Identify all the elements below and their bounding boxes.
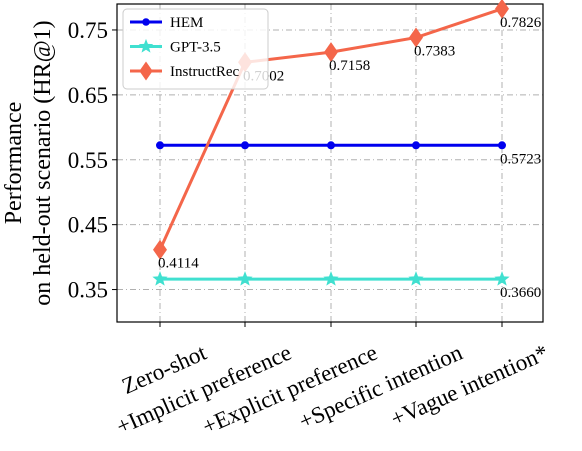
data-label: 0.5723 [500,151,541,167]
star-marker [237,271,253,286]
y-axis-label-line2: on held-out scenario (HR@1) [30,20,56,305]
legend-label: GPT-3.5 [170,40,221,56]
y-tick-label: 0.75 [68,18,108,43]
diamond-marker [409,27,423,48]
star-marker [494,271,510,286]
circle-marker [412,141,420,150]
circle-marker [327,141,335,150]
y-tick-label: 0.45 [68,213,108,238]
star-marker [152,271,168,286]
circle-marker [156,141,164,150]
star-marker [408,271,424,286]
y-axis-label-line1: Performance [1,102,27,225]
legend-label: HEM [170,15,203,31]
y-tick-label: 0.55 [68,148,108,173]
series-lines [152,0,510,286]
y-tick-label: 0.65 [68,83,108,108]
diamond-marker [495,0,509,19]
diamond-marker [324,42,338,63]
legend: HEM GPT-3.5 InstructRec [122,8,269,90]
circle-marker [142,18,150,26]
plot-frame [116,3,544,323]
star-marker [323,271,339,286]
circle-marker [498,141,506,150]
legend-label: InstructRec [170,64,239,80]
data-label: 0.7826 [500,15,542,31]
data-label: 0.4114 [158,256,199,272]
y-tick-label: 0.35 [68,278,108,303]
y-axis-ticks: 0.35 0.45 0.55 0.65 0.75 [68,18,117,303]
diamond-marker [153,239,167,260]
data-label: 0.7158 [329,58,370,74]
data-label: 0.3660 [500,285,541,301]
data-label: 0.7383 [414,44,455,60]
star-marker [138,38,154,53]
circle-marker [241,141,249,150]
diamond-marker [139,61,153,81]
legend-box [122,8,269,90]
x-axis-ticks: Zero-shot+Implicit preference+Explicit p… [113,322,552,439]
